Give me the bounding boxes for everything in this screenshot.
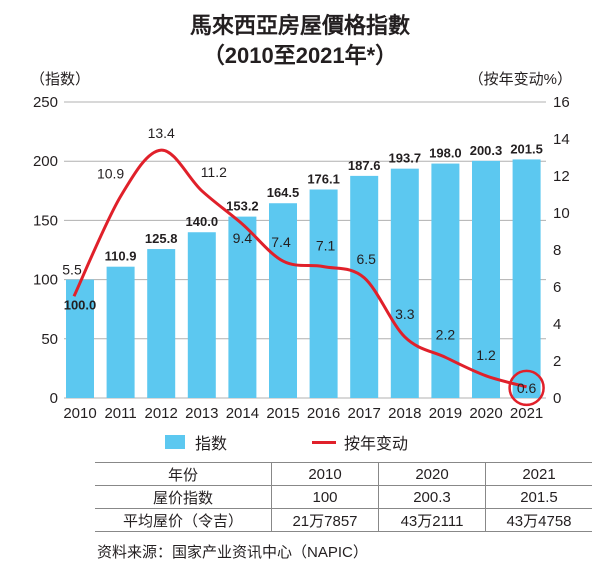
line-value-label: 3.3 bbox=[395, 306, 415, 322]
legend-swatch-line bbox=[312, 440, 336, 444]
table-row-header: 年份 bbox=[95, 462, 272, 486]
line-value-label: 9.4 bbox=[233, 230, 253, 246]
x-tick-label: 2012 bbox=[145, 405, 178, 422]
table-row: 年份 2010 2020 2021 bbox=[95, 462, 592, 486]
line-value-label: 5.5 bbox=[62, 261, 82, 277]
bar bbox=[106, 266, 135, 398]
right-axis-label: （按年变动%） bbox=[469, 71, 572, 88]
table-cell: 200.3 bbox=[378, 485, 486, 509]
table-cell: 100 bbox=[271, 485, 379, 509]
bar-value-label: 201.5 bbox=[510, 141, 543, 156]
line-value-label: 10.9 bbox=[97, 165, 124, 181]
table-cell: 2010 bbox=[271, 462, 379, 486]
bar bbox=[512, 159, 541, 398]
left-tick-label: 250 bbox=[33, 94, 58, 111]
left-tick-label: 100 bbox=[33, 272, 58, 289]
legend-label-index: 指数 bbox=[195, 436, 228, 453]
bar bbox=[187, 232, 216, 398]
line-value-label: 1.2 bbox=[476, 347, 496, 363]
line-value-label: 2.2 bbox=[436, 326, 456, 342]
left-tick-label: 0 bbox=[50, 390, 58, 407]
table-cell: 2020 bbox=[378, 462, 486, 486]
bar bbox=[309, 189, 338, 398]
line-value-label: 11.2 bbox=[201, 164, 227, 180]
right-tick-label: 0 bbox=[553, 390, 561, 407]
bar-value-label: 153.2 bbox=[226, 199, 259, 214]
x-tick-label: 2010 bbox=[63, 405, 96, 422]
legend-swatch-bar bbox=[165, 435, 185, 449]
right-tick-label: 16 bbox=[553, 94, 570, 111]
right-tick-label: 14 bbox=[553, 131, 570, 148]
bar bbox=[269, 203, 297, 398]
line-value-label: 0.6 bbox=[517, 380, 537, 396]
left-tick-label: 200 bbox=[33, 153, 58, 170]
line-value-label: 7.1 bbox=[316, 238, 336, 254]
x-tick-label: 2013 bbox=[185, 405, 218, 422]
data-table: 年份 2010 2020 2021 屋价指数 100 200.3 201.5 平均屋价（令吉） 2… bbox=[95, 462, 592, 532]
bar-value-label: 100.0 bbox=[64, 298, 97, 313]
right-tick-label: 12 bbox=[553, 168, 570, 185]
x-tick-label: 2018 bbox=[388, 405, 421, 422]
bar-value-label: 125.8 bbox=[145, 231, 178, 246]
x-tick-label: 2021 bbox=[510, 405, 543, 422]
right-tick-label: 2 bbox=[553, 353, 561, 370]
table-row: 屋价指数 100 200.3 201.5 bbox=[95, 485, 592, 509]
line-value-label: 13.4 bbox=[148, 125, 175, 141]
highlight-circle bbox=[508, 369, 545, 407]
chart-title: 馬來西亞房屋價格指數 bbox=[189, 13, 410, 38]
x-tick-label: 2019 bbox=[429, 405, 462, 422]
x-tick-label: 2014 bbox=[226, 405, 259, 422]
legend-label-change: 按年变动 bbox=[344, 436, 409, 453]
legend-item-index: 指数 bbox=[165, 430, 227, 454]
table-cell: 21万7857 bbox=[271, 508, 379, 532]
bar-value-label: 193.7 bbox=[389, 151, 422, 166]
chart-subtitle: （2010至2021年*） bbox=[202, 43, 398, 68]
plot-area: （指数） （按年变动%） 0 50 100 150 200 250 0 2 4 6 8 10 12 14 16 2… bbox=[30, 71, 572, 422]
right-tick-label: 4 bbox=[553, 316, 561, 333]
bar-value-label: 110.9 bbox=[105, 249, 137, 264]
left-tick-label: 50 bbox=[41, 331, 58, 348]
x-tick-label: 2016 bbox=[307, 405, 340, 422]
x-tick-label: 2015 bbox=[266, 405, 299, 422]
legend-item-change: 按年变动 bbox=[312, 430, 408, 454]
table-row-header: 平均屋价（令吉） bbox=[95, 508, 272, 532]
x-tick-label: 2011 bbox=[104, 405, 136, 422]
table-cell: 43万4758 bbox=[485, 508, 592, 532]
table-cell: 201.5 bbox=[485, 485, 592, 509]
source-note: 资料来源：国家产业资讯中心（NAPIC） bbox=[97, 544, 368, 561]
bar bbox=[228, 216, 257, 398]
left-tick-label: 150 bbox=[33, 212, 58, 229]
bar-value-label: 198.0 bbox=[429, 146, 462, 161]
line-value-label: 7.4 bbox=[271, 234, 291, 250]
bar-value-label: 176.1 bbox=[307, 171, 340, 186]
bar bbox=[147, 249, 176, 398]
bar bbox=[350, 175, 379, 398]
x-tick-label: 2020 bbox=[469, 405, 502, 422]
right-tick-label: 10 bbox=[553, 205, 570, 222]
bar-value-label: 140.0 bbox=[186, 214, 219, 229]
table-row-header: 屋价指数 bbox=[95, 485, 272, 509]
bar bbox=[472, 160, 500, 398]
right-tick-label: 6 bbox=[553, 279, 561, 296]
table-cell: 43万2111 bbox=[378, 508, 486, 532]
left-axis-label: （指数） bbox=[30, 71, 90, 88]
bar-value-label: 187.6 bbox=[348, 158, 381, 173]
x-tick-label: 2017 bbox=[348, 405, 381, 422]
bar-value-label: 164.5 bbox=[267, 185, 300, 200]
table-row: 平均屋价（令吉） 21万7857 43万2111 43万4758 bbox=[95, 508, 592, 532]
right-tick-label: 8 bbox=[553, 242, 561, 259]
line-series bbox=[72, 148, 527, 389]
bar bbox=[66, 279, 94, 398]
line-value-label: 6.5 bbox=[356, 251, 376, 267]
bar bbox=[390, 168, 419, 398]
bar-value-label: 200.3 bbox=[470, 143, 503, 158]
table-cell: 2021 bbox=[485, 462, 592, 486]
